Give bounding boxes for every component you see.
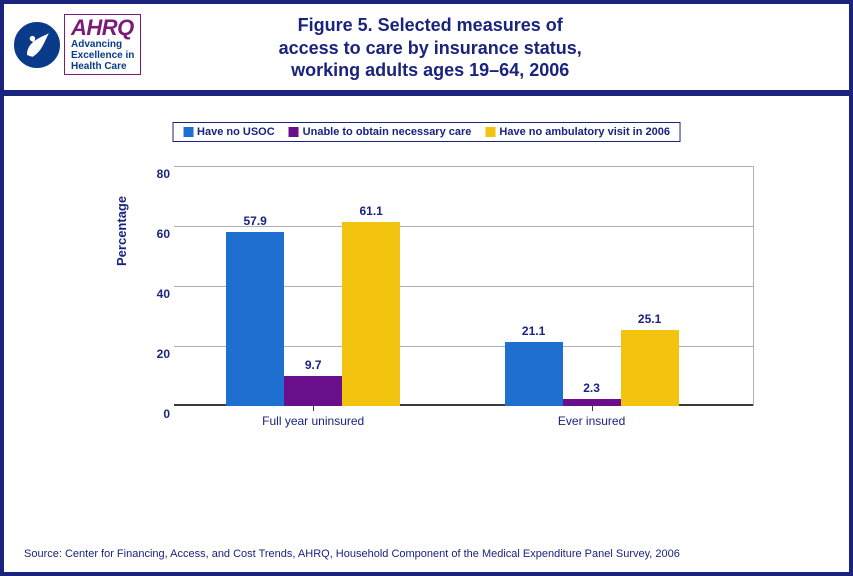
bar [621, 330, 679, 405]
plot-area: 020406080Full year uninsured57.99.761.1E… [174, 166, 754, 406]
legend-swatch-icon [289, 127, 299, 137]
category-label: Full year uninsured [262, 414, 364, 428]
legend-item: Have no ambulatory visit in 2006 [485, 126, 670, 138]
bar [342, 222, 400, 405]
source-citation: Source: Center for Financing, Access, an… [24, 548, 680, 560]
bar-value-label: 2.3 [562, 381, 622, 395]
y-tick-label: 60 [140, 227, 170, 241]
legend-label: Have no ambulatory visit in 2006 [499, 126, 670, 138]
bar [563, 399, 621, 406]
x-tick [313, 406, 314, 411]
legend: Have no USOC Unable to obtain necessary c… [172, 122, 681, 142]
x-tick [592, 406, 593, 411]
legend-item: Have no USOC [183, 126, 275, 138]
legend-label: Unable to obtain necessary care [303, 126, 472, 138]
logo-block: AHRQ Advancing Excellence in Health Care [14, 14, 141, 75]
y-tick-label: 0 [140, 407, 170, 421]
gridline [174, 166, 754, 167]
bar [226, 232, 284, 406]
legend-item: Unable to obtain necessary care [289, 126, 472, 138]
hhs-logo-icon [14, 22, 60, 68]
bar-value-label: 9.7 [283, 358, 343, 372]
chart-area: Have no USOC Unable to obtain necessary c… [4, 96, 849, 476]
bar-value-label: 57.9 [225, 214, 285, 228]
legend-label: Have no USOC [197, 126, 275, 138]
ahrq-logo: AHRQ Advancing Excellence in Health Care [64, 14, 141, 75]
header: AHRQ Advancing Excellence in Health Care… [4, 4, 849, 86]
ahrq-tagline-3: Health Care [71, 61, 134, 72]
bar-value-label: 25.1 [620, 312, 680, 326]
ahrq-tagline-1: Advancing [71, 39, 134, 50]
y-axis-label: Percentage [114, 195, 129, 265]
title-line-3: working adults ages 19–64, 2006 [141, 59, 719, 82]
figure-title: Figure 5. Selected measures of access to… [141, 10, 719, 82]
figure-frame: AHRQ Advancing Excellence in Health Care… [0, 0, 853, 576]
bar-value-label: 21.1 [504, 324, 564, 338]
category-label: Ever insured [558, 414, 625, 428]
bar [284, 376, 342, 405]
legend-swatch-icon [183, 127, 193, 137]
legend-swatch-icon [485, 127, 495, 137]
ahrq-tagline-2: Excellence in [71, 50, 134, 61]
plot-right-edge [753, 166, 754, 406]
ahrq-name: AHRQ [71, 17, 134, 39]
bar [505, 342, 563, 405]
y-tick-label: 80 [140, 167, 170, 181]
title-line-1: Figure 5. Selected measures of [141, 14, 719, 37]
y-tick-label: 40 [140, 287, 170, 301]
bar-value-label: 61.1 [341, 204, 401, 218]
title-line-2: access to care by insurance status, [141, 37, 719, 60]
y-tick-label: 20 [140, 347, 170, 361]
